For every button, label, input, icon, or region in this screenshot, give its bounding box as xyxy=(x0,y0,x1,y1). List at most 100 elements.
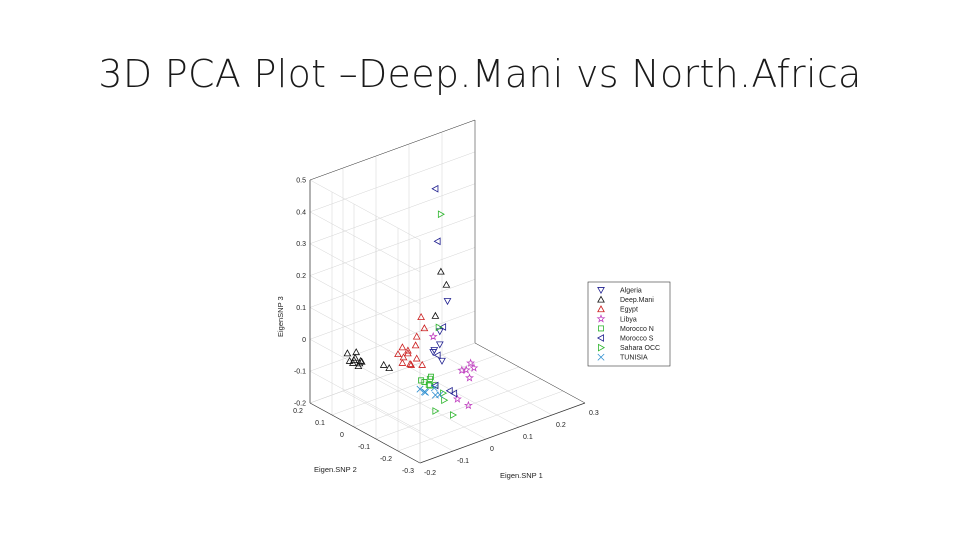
point-sahara-occ xyxy=(432,407,440,415)
point-deep-mani xyxy=(354,362,363,370)
point-tunisia xyxy=(430,384,438,392)
grid-line xyxy=(309,215,476,276)
top-edge xyxy=(309,119,476,181)
y-axis-line xyxy=(309,402,421,464)
legend-label-algeria: Algeria xyxy=(620,288,642,295)
floor-edge xyxy=(474,342,586,404)
x-tick-label: -0.2 xyxy=(424,470,436,477)
point-libya xyxy=(465,373,474,382)
point-sahara-occ xyxy=(435,323,443,332)
point-libya xyxy=(428,331,438,341)
axis-lines xyxy=(309,119,586,464)
grid-line xyxy=(309,279,476,340)
grid-line xyxy=(375,378,487,440)
z-axis-label: EigenSNP 3 xyxy=(276,296,285,337)
legend-marker-sahara-occ xyxy=(598,343,606,352)
point-algeria xyxy=(430,347,439,355)
point-tunisia xyxy=(436,391,444,399)
grid-line xyxy=(353,366,520,428)
point-morocco-n xyxy=(425,381,432,388)
legend-label-morocco-s: Morocco S xyxy=(620,336,654,343)
z-tick-label: 0 xyxy=(302,337,306,344)
x-axis-label: Eigen.SNP 1 xyxy=(500,471,543,480)
point-morocco-s xyxy=(433,237,441,246)
legend-marker-algeria xyxy=(597,287,605,295)
legend-marker-libya xyxy=(596,314,606,323)
point-deep-mani xyxy=(385,364,394,372)
grid-line xyxy=(309,179,421,241)
point-egypt xyxy=(420,324,429,332)
point-morocco-s xyxy=(431,184,439,193)
legend-marker-tunisia xyxy=(597,353,605,361)
point-egypt xyxy=(404,349,412,357)
legend-marker-morocco-s xyxy=(596,334,604,342)
point-deep-mani xyxy=(431,311,440,319)
point-morocco-n xyxy=(418,377,425,384)
y-tick-label: -0.3 xyxy=(402,468,414,475)
point-morocco-s xyxy=(445,386,453,395)
point-libya xyxy=(466,358,476,367)
point-tunisia xyxy=(420,388,428,396)
point-deep-mani xyxy=(379,360,388,368)
z-tick-label: -0.2 xyxy=(294,401,306,408)
data-points xyxy=(343,184,479,419)
y-axis-label: Eigen.SNP 2 xyxy=(314,465,357,474)
point-tunisia xyxy=(416,385,424,393)
grid-line xyxy=(397,390,564,452)
grid-line xyxy=(309,342,476,404)
y-tick-label: 0.1 xyxy=(315,420,325,427)
grid-line xyxy=(375,378,542,440)
point-sahara-occ xyxy=(440,389,448,397)
point-deep-mani xyxy=(345,356,354,364)
grid-line xyxy=(408,366,520,428)
grid-line xyxy=(309,307,421,368)
point-algeria xyxy=(429,349,438,357)
point-morocco-n xyxy=(426,375,433,382)
legend: Algeria Deep.Mani Egypt Libya Morocco N Moroc… xyxy=(587,281,671,367)
legend-label-tunisia: TUNISIA xyxy=(620,355,648,362)
grid-line xyxy=(309,247,476,308)
grid-line xyxy=(309,151,476,213)
point-egypt xyxy=(398,358,407,366)
point-algeria xyxy=(435,341,444,349)
point-deep-mani xyxy=(437,267,445,275)
y-tick-label: 0 xyxy=(340,432,344,439)
grid-line xyxy=(309,211,421,273)
point-morocco-s xyxy=(439,323,447,331)
y-tick-label: -0.1 xyxy=(358,444,370,451)
point-deep-mani xyxy=(352,348,361,356)
x-tick-label: 0.1 xyxy=(523,434,533,441)
point-sahara-occ xyxy=(450,411,458,419)
grid-lines xyxy=(309,119,586,464)
point-egypt xyxy=(412,354,421,362)
point-egypt xyxy=(394,350,402,358)
point-morocco-n xyxy=(428,373,434,380)
point-sahara-occ xyxy=(437,210,445,219)
z-tick-label: 0.2 xyxy=(296,273,306,280)
z-tick-label: 0.1 xyxy=(296,305,306,312)
x-tick-label: 0.2 xyxy=(556,422,566,429)
z-tick-label: 0.5 xyxy=(296,178,306,185)
tick-labels: -0.2 -0.1 0 0.1 0.2 0.3 -0.3 -0.2 -0.1 0 0.1 0.2 -0.… xyxy=(293,178,599,478)
legend-marker-deep-mani xyxy=(597,295,605,303)
z-tick-label: -0.1 xyxy=(294,369,306,376)
point-libya xyxy=(461,365,471,374)
point-egypt xyxy=(407,360,416,368)
legend-label-deep-mani: Deep.Mani xyxy=(620,297,654,304)
grid-line xyxy=(309,183,476,244)
point-deep-mani xyxy=(442,280,451,288)
point-libya xyxy=(463,400,473,410)
point-deep-mani xyxy=(350,356,358,364)
y-tick-label: -0.2 xyxy=(380,456,392,463)
z-tick-label: 0.3 xyxy=(296,241,306,248)
grid-line xyxy=(309,339,421,400)
point-algeria xyxy=(438,357,446,365)
grid-line xyxy=(441,354,553,416)
legend-label-sahara-occ: Sahara OCC xyxy=(620,345,660,352)
point-libya xyxy=(457,365,467,375)
point-egypt xyxy=(404,346,412,354)
legend-marker-egypt xyxy=(597,305,605,313)
x-tick-label: -0.1 xyxy=(457,458,469,465)
point-libya xyxy=(469,363,479,372)
